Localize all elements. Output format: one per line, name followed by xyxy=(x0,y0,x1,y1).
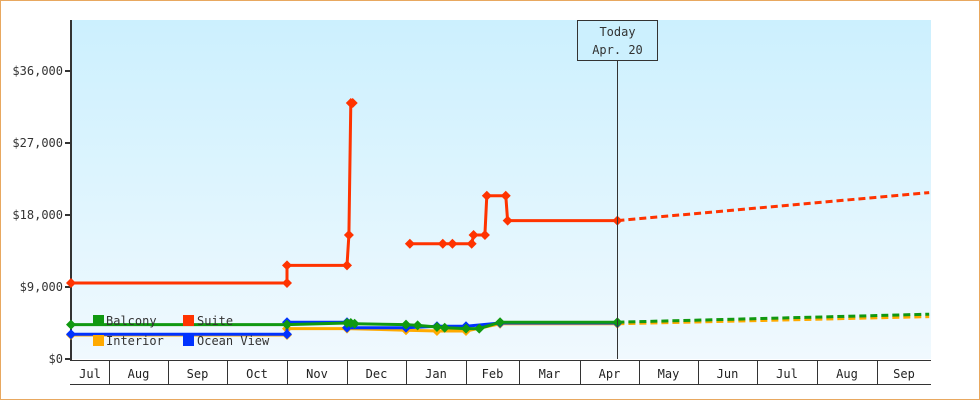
legend-swatch-ocean-view xyxy=(183,335,194,346)
data-point[interactable] xyxy=(412,320,423,331)
data-point[interactable] xyxy=(479,230,490,240)
series-balcony xyxy=(66,312,930,334)
today-marker: Today Apr. 20 xyxy=(577,20,658,359)
y-tick-label: $9,000 xyxy=(20,280,63,294)
legend: Balcony Suite Interior Ocean View xyxy=(93,314,270,348)
data-point[interactable] xyxy=(474,323,485,334)
x-tick-label: Jul xyxy=(776,367,798,381)
legend-swatch-suite xyxy=(183,315,194,326)
x-tick-label: Mar xyxy=(539,367,561,381)
x-tick-label: Feb xyxy=(482,367,504,381)
x-tick-label: Dec xyxy=(366,367,388,381)
data-point[interactable] xyxy=(349,318,360,329)
data-point[interactable] xyxy=(282,329,292,340)
today-label: Today xyxy=(599,25,635,39)
data-point[interactable] xyxy=(461,323,471,334)
x-tick-label: Oct xyxy=(246,367,268,381)
data-point[interactable] xyxy=(342,260,352,271)
y-axis: $0 $9,000 $18,000 $27,000 $36,000 xyxy=(12,20,72,366)
y-tick-label: $36,000 xyxy=(12,64,63,78)
legend-label-ocean-view: Ocean View xyxy=(197,334,270,348)
data-point[interactable] xyxy=(282,260,292,271)
forecast-line xyxy=(617,191,930,223)
legend-swatch-balcony xyxy=(93,315,104,326)
data-point[interactable] xyxy=(468,230,479,240)
x-tick-label: Aug xyxy=(128,367,150,381)
legend-swatch-interior xyxy=(93,335,104,346)
y-tick-label: $27,000 xyxy=(12,136,63,150)
x-tick-label: Jun xyxy=(717,367,739,381)
x-tick-label: Nov xyxy=(306,367,328,381)
data-point[interactable] xyxy=(401,319,411,330)
data-point[interactable] xyxy=(502,215,513,226)
x-tick-label: Aug xyxy=(836,367,858,381)
series-layer xyxy=(66,98,930,340)
series-suite xyxy=(66,98,930,288)
data-point[interactable] xyxy=(66,319,76,330)
data-point[interactable] xyxy=(66,278,76,288)
y-tick-label: $18,000 xyxy=(12,208,63,222)
data-point[interactable] xyxy=(447,238,458,249)
x-tick-label: Jan xyxy=(425,367,447,381)
legend-label-suite: Suite xyxy=(197,314,233,328)
x-tick-label: Sep xyxy=(893,367,915,381)
plot-area xyxy=(71,20,931,359)
x-tick-label: Apr xyxy=(599,367,621,381)
x-tick-label: Jul xyxy=(79,367,101,381)
today-date: Apr. 20 xyxy=(592,43,643,57)
x-axis: Jul Aug Sep Oct Nov Dec Jan Feb Mar Apr May Jun Jul A… xyxy=(70,360,931,385)
legend-label-balcony: Balcony xyxy=(106,314,157,328)
data-point[interactable] xyxy=(66,329,76,340)
data-point[interactable] xyxy=(466,238,477,249)
data-point[interactable] xyxy=(439,322,450,333)
data-point[interactable] xyxy=(282,278,292,288)
forecast-line xyxy=(617,312,930,324)
data-point[interactable] xyxy=(282,319,292,330)
data-point[interactable] xyxy=(404,238,415,249)
y-tick-label: $0 xyxy=(49,352,63,366)
legend-label-interior: Interior xyxy=(106,334,164,348)
data-point[interactable] xyxy=(431,322,442,332)
data-point[interactable] xyxy=(500,190,511,201)
data-point[interactable] xyxy=(495,317,506,328)
x-tick-label: Sep xyxy=(187,367,209,381)
data-point[interactable] xyxy=(481,190,492,201)
data-point[interactable] xyxy=(437,238,448,249)
data-point[interactable] xyxy=(347,98,358,108)
x-tick-label: May xyxy=(658,367,680,381)
data-point[interactable] xyxy=(343,230,354,240)
forecast-line xyxy=(617,315,930,326)
